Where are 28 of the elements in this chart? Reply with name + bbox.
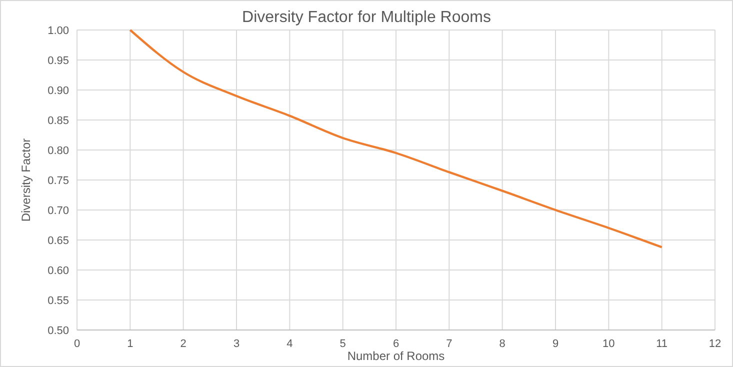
x-tick-label: 11 <box>656 338 668 350</box>
x-tick-label: 9 <box>552 338 559 350</box>
x-tick-label: 0 <box>74 338 80 350</box>
x-tick-label: 7 <box>446 338 452 350</box>
x-tick-label: 10 <box>602 338 615 350</box>
x-tick-label: 1 <box>127 338 134 350</box>
y-tick-label: 0.95 <box>48 55 69 67</box>
y-tick-label: 0.80 <box>48 145 69 157</box>
y-tick-label: 0.55 <box>48 295 69 307</box>
y-tick-label: 0.65 <box>48 235 69 247</box>
x-tick-label: 6 <box>392 338 400 350</box>
y-tick-label: 0.75 <box>48 175 69 187</box>
x-tick-label: 12 <box>708 338 722 350</box>
x-tick-label: 3 <box>233 338 240 350</box>
chart-title: Diversity Factor for Multiple Rooms <box>242 9 491 26</box>
y-tick-label: 0.60 <box>48 265 69 277</box>
x-axis-title: Number of Rooms <box>347 349 445 363</box>
line-series <box>129 28 663 248</box>
y-axis-title: Diversity Factor <box>19 138 33 222</box>
y-tick-label: 0.70 <box>48 205 69 217</box>
x-tick-label: 4 <box>286 338 293 350</box>
y-tick-label: 0.90 <box>48 85 69 97</box>
x-tick-label: 8 <box>499 338 506 350</box>
y-tick-label: 0.85 <box>48 115 69 127</box>
y-tick-label: 0.50 <box>48 325 69 337</box>
x-tick-label: 5 <box>340 338 346 350</box>
x-tick-label: 2 <box>180 338 186 350</box>
y-tick-label: 1.00 <box>48 25 69 37</box>
